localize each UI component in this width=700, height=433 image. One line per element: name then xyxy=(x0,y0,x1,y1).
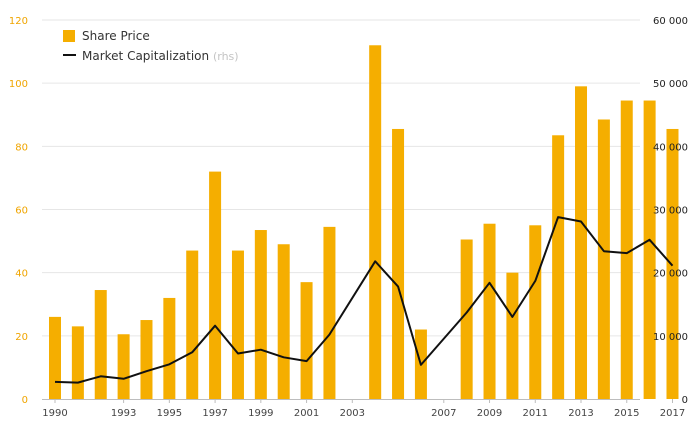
right-tick-label: 0 xyxy=(682,395,688,406)
right-tick-label: 60 000 xyxy=(653,16,688,27)
x-axis-ticks: 1990 1993 1995 1997 1999 2001 2003 2007 2009 2011… xyxy=(42,399,685,419)
bar-1998 xyxy=(231,250,244,399)
bar-2009 xyxy=(483,223,496,399)
market-cap-line xyxy=(54,216,674,384)
legend: Share Price Market Capitalization (rhs) xyxy=(63,29,239,63)
bar-2004 xyxy=(369,45,382,400)
x-tick-label: 2011 xyxy=(523,408,548,419)
bar-2012 xyxy=(552,135,565,399)
bar-1994 xyxy=(140,320,153,399)
bar-2017 xyxy=(666,128,679,399)
x-tick-label: 1995 xyxy=(157,408,182,419)
bar-2001 xyxy=(300,282,313,399)
left-tick-label: 120 xyxy=(9,16,28,27)
left-tick-label: 60 xyxy=(15,206,28,217)
left-tick-label: 40 xyxy=(15,269,28,280)
right-tick-label: 20 000 xyxy=(653,269,688,280)
bar-1993 xyxy=(117,334,130,399)
left-axis-ticks: 0 20 40 60 80 100 120 xyxy=(9,16,28,406)
bar-2005 xyxy=(392,128,405,399)
bar-1999 xyxy=(254,230,267,399)
right-tick-label: 10 000 xyxy=(653,332,688,343)
bar-1997 xyxy=(209,171,222,399)
left-tick-label: 80 xyxy=(15,142,28,153)
x-tick-label: 1990 xyxy=(42,408,67,419)
bar-1995 xyxy=(163,297,176,399)
left-tick-label: 100 xyxy=(9,79,28,90)
bar-2011 xyxy=(529,225,542,399)
bar-2002 xyxy=(323,226,336,399)
x-tick-label: 2007 xyxy=(431,408,456,419)
x-tick-label: 1999 xyxy=(248,408,273,419)
right-axis-ticks: 0 10 000 20 000 30 000 40 000 50 000 60 000 xyxy=(653,16,688,406)
legend-label-share-price: Share Price xyxy=(82,29,150,43)
bar-2016 xyxy=(643,100,656,399)
x-tick-label: 2001 xyxy=(294,408,319,419)
x-tick-label: 2013 xyxy=(568,408,593,419)
bar-2000 xyxy=(277,244,290,399)
x-tick-label: 2009 xyxy=(477,408,502,419)
right-tick-label: 40 000 xyxy=(653,142,688,153)
bar-2013 xyxy=(575,86,588,399)
bar-1992 xyxy=(94,290,107,399)
legend-label-rhs: (rhs) xyxy=(213,50,239,63)
bar-1991 xyxy=(71,326,84,399)
x-tick-label: 2003 xyxy=(340,408,365,419)
right-tick-label: 30 000 xyxy=(653,206,688,217)
gridlines xyxy=(42,19,640,337)
x-tick-label: 1997 xyxy=(202,408,227,419)
x-tick-label: 1993 xyxy=(111,408,136,419)
bar-1990 xyxy=(49,316,61,399)
legend-label-market-cap: Market Capitalization (rhs) xyxy=(82,49,239,63)
share-price-bars xyxy=(49,45,679,400)
x-tick-label: 2017 xyxy=(660,408,685,419)
x-tick-label: 2015 xyxy=(614,408,639,419)
bar-2010 xyxy=(506,272,519,399)
left-tick-label: 0 xyxy=(22,395,28,406)
bar-1996 xyxy=(186,250,199,399)
right-tick-label: 50 000 xyxy=(653,79,688,90)
legend-swatch-share-price xyxy=(63,30,75,42)
left-tick-label: 20 xyxy=(15,332,28,343)
bar-2015 xyxy=(620,100,633,399)
bar-2008 xyxy=(460,239,473,399)
bar-2014 xyxy=(597,119,610,400)
